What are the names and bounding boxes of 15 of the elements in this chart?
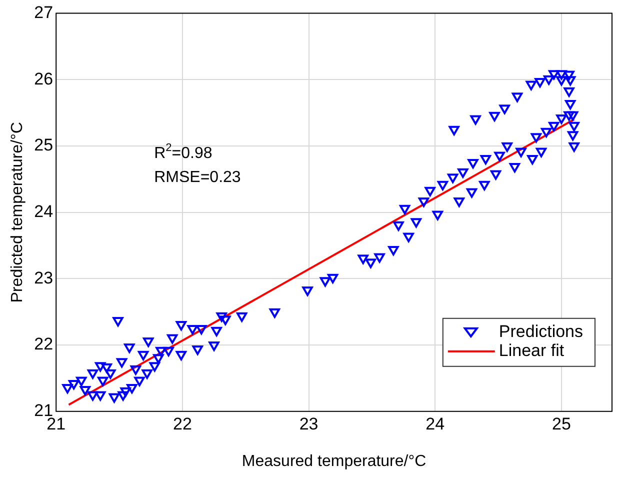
y-axis-title: Predicted temperature/°C [9, 122, 26, 303]
y-tick-label: 25 [34, 136, 54, 155]
annotation: RMSE=0.23 [154, 169, 241, 186]
legend-label: Linear fit [498, 341, 564, 360]
x-tick-label: 24 [426, 414, 445, 434]
y-tick-label: 22 [34, 334, 54, 354]
x-tick-label: 22 [172, 414, 192, 434]
x-tick-label: 25 [552, 414, 571, 434]
y-tick-label: 27 [34, 2, 54, 22]
x-tick-label: 23 [299, 414, 318, 434]
y-tick-label: 26 [34, 69, 54, 88]
x-axis-title: Measured temperature/°C [242, 452, 426, 470]
legend-label: Predictions [498, 322, 584, 342]
y-tick-label: 23 [34, 268, 54, 288]
y-tick-label: 24 [34, 202, 54, 221]
